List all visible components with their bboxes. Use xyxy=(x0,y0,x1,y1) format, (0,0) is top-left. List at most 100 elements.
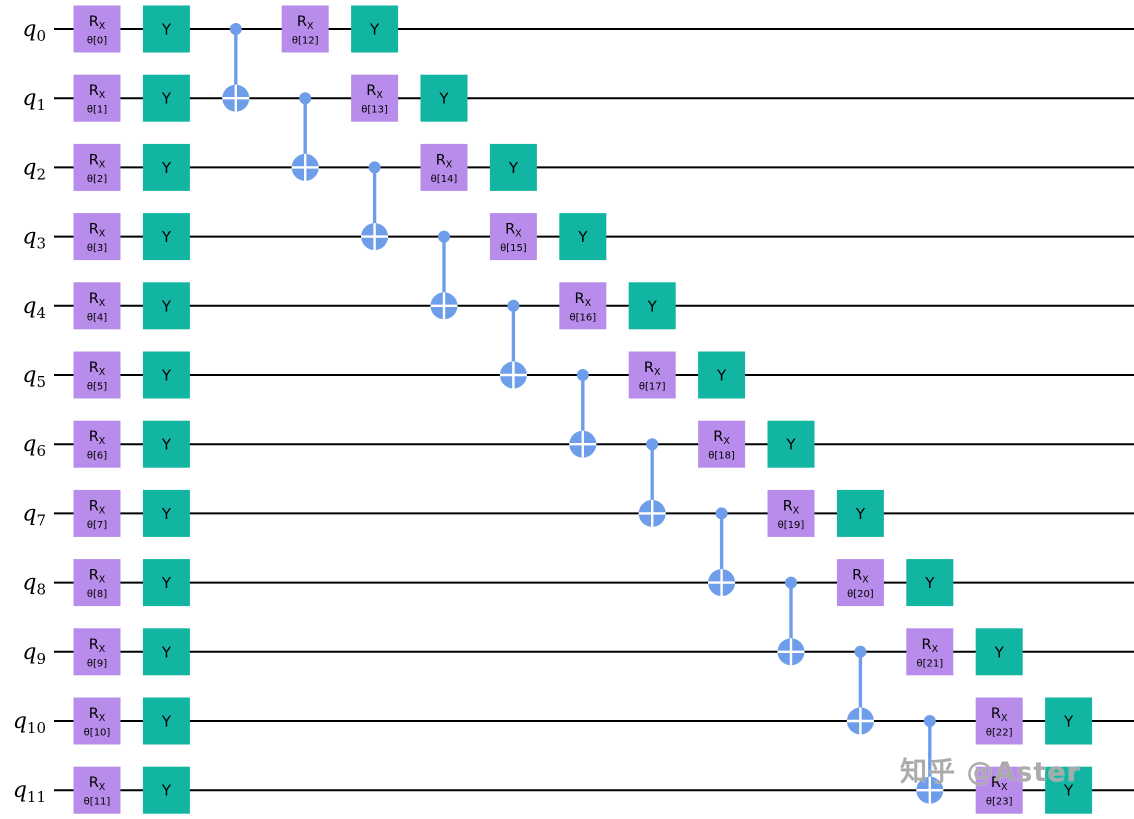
rx-gate-label-17: RX xyxy=(644,360,661,378)
y-gate-l2-q0 xyxy=(351,5,399,53)
y-gate-l1-q10-label: Y xyxy=(161,713,172,731)
cnot-control-dot-1 xyxy=(299,92,312,105)
rx-gate-label-8: RX xyxy=(89,568,106,586)
rx-gate-param-17: θ[17] xyxy=(639,382,666,393)
rx-gate-9 xyxy=(73,628,121,676)
rx-gate-label-3: RX xyxy=(89,222,106,240)
y-gate-l2-q0-label: Y xyxy=(369,21,380,39)
y-gate-l2-q8 xyxy=(906,559,954,607)
rx-gate-param-7: θ[7] xyxy=(87,520,107,531)
y-gate-l2-q7-label: Y xyxy=(855,505,866,523)
rx-gate-label-20: RX xyxy=(852,568,869,586)
y-gate-l1-q11 xyxy=(142,766,190,814)
y-gate-l1-q8-label: Y xyxy=(161,574,172,592)
rx-gate-1 xyxy=(73,74,121,122)
y-gate-l2-q4-label: Y xyxy=(647,297,658,315)
rx-gate-param-20: θ[20] xyxy=(847,589,874,600)
rx-gate-label-23: RX xyxy=(991,775,1008,793)
rx-gate-param-14: θ[14] xyxy=(431,174,458,185)
rx-gate-param-12: θ[12] xyxy=(292,36,319,47)
y-gate-l1-q3-label: Y xyxy=(161,228,172,246)
rx-gate-19 xyxy=(767,489,815,537)
y-gate-l2-q6 xyxy=(767,420,815,468)
rx-gate-param-23: θ[23] xyxy=(986,797,1013,808)
rx-gate-param-13: θ[13] xyxy=(361,105,388,116)
rx-gate-label-5: RX xyxy=(89,360,106,378)
rx-gate-label-9: RX xyxy=(89,637,106,655)
rx-gate-15 xyxy=(489,213,537,261)
rx-gate-11 xyxy=(73,766,121,814)
cnot-control-dot-7 xyxy=(715,507,728,520)
y-gate-l1-q5 xyxy=(142,351,190,399)
rx-gate-label-22: RX xyxy=(991,706,1008,724)
rx-gate-22 xyxy=(975,697,1023,745)
y-gate-l1-q7-label: Y xyxy=(161,505,172,523)
y-gate-l1-q10 xyxy=(142,697,190,745)
y-gate-l1-q5-label: Y xyxy=(161,367,172,385)
y-gate-l1-q1-label: Y xyxy=(161,90,172,108)
rx-gate-label-11: RX xyxy=(89,775,106,793)
qubit-label-q5: q5 xyxy=(22,363,46,391)
rx-gate-label-10: RX xyxy=(89,706,106,724)
rx-gate-4 xyxy=(73,282,121,330)
rx-gate-label-1: RX xyxy=(89,83,106,101)
cnot-control-dot-9 xyxy=(854,645,867,658)
rx-gate-14 xyxy=(420,143,468,191)
rx-gate-20 xyxy=(836,559,884,607)
y-gate-l1-q6 xyxy=(142,420,190,468)
y-gate-l1-q3 xyxy=(142,213,190,261)
rx-gate-label-13: RX xyxy=(366,83,383,101)
rx-gate-param-3: θ[3] xyxy=(87,243,107,254)
qubit-label-q7: q7 xyxy=(22,501,46,529)
rx-gate-param-18: θ[18] xyxy=(708,451,735,462)
qubit-label-q4: q4 xyxy=(22,294,46,322)
qubit-label-q10: q10 xyxy=(13,709,46,737)
cnot-control-dot-0 xyxy=(229,23,242,35)
rx-gate-10 xyxy=(73,697,121,745)
qubit-label-q9: q9 xyxy=(22,640,46,668)
y-gate-l1-q9-label: Y xyxy=(161,643,172,661)
cnot-control-dot-3 xyxy=(438,230,450,243)
rx-gate-param-4: θ[4] xyxy=(87,312,107,323)
qubit-label-q11: q11 xyxy=(13,778,46,806)
rx-gate-7 xyxy=(73,489,121,537)
rx-gate-3 xyxy=(73,213,121,261)
rx-gate-2 xyxy=(73,143,121,191)
y-gate-l2-q9-label: Y xyxy=(994,643,1005,661)
rx-gate-param-19: θ[19] xyxy=(778,520,805,531)
y-gate-l2-q10 xyxy=(1045,697,1093,745)
rx-gate-param-15: θ[15] xyxy=(500,243,527,254)
y-gate-l1-q4 xyxy=(142,282,190,330)
rx-gate-param-5: θ[5] xyxy=(87,382,107,393)
rx-gate-6 xyxy=(73,420,121,468)
y-gate-l2-q1 xyxy=(420,74,468,122)
rx-gate-param-2: θ[2] xyxy=(87,174,107,185)
y-gate-l2-q2 xyxy=(489,143,537,191)
y-gate-l2-q6-label: Y xyxy=(785,436,796,454)
rx-gate-label-7: RX xyxy=(89,498,106,516)
rx-gate-label-0: RX xyxy=(89,14,106,32)
cnot-control-dot-8 xyxy=(785,576,797,589)
qubit-label-q8: q8 xyxy=(22,571,46,599)
rx-gate-param-22: θ[22] xyxy=(986,728,1013,739)
y-gate-l2-q10-label: Y xyxy=(1063,713,1074,731)
y-gate-l2-q4 xyxy=(628,282,676,330)
rx-gate-label-19: RX xyxy=(783,498,800,516)
rx-gate-label-6: RX xyxy=(89,429,106,447)
rx-gate-label-4: RX xyxy=(89,291,106,309)
qubit-label-q3: q3 xyxy=(22,225,46,253)
rx-gate-label-12: RX xyxy=(297,14,314,32)
y-gate-l2-q5-label: Y xyxy=(716,367,727,385)
rx-gate-param-11: θ[11] xyxy=(84,797,111,808)
y-gate-l2-q1-label: Y xyxy=(438,90,449,108)
rx-gate-21 xyxy=(906,628,954,676)
rx-gate-label-14: RX xyxy=(436,152,453,170)
rx-gate-12 xyxy=(281,5,329,53)
rx-gate-label-18: RX xyxy=(713,429,730,447)
y-gate-l2-q5 xyxy=(698,351,746,399)
rx-gate-18 xyxy=(698,420,746,468)
y-gate-l2-q11-label: Y xyxy=(1063,782,1074,800)
y-gate-l2-q3-label: Y xyxy=(577,228,588,246)
